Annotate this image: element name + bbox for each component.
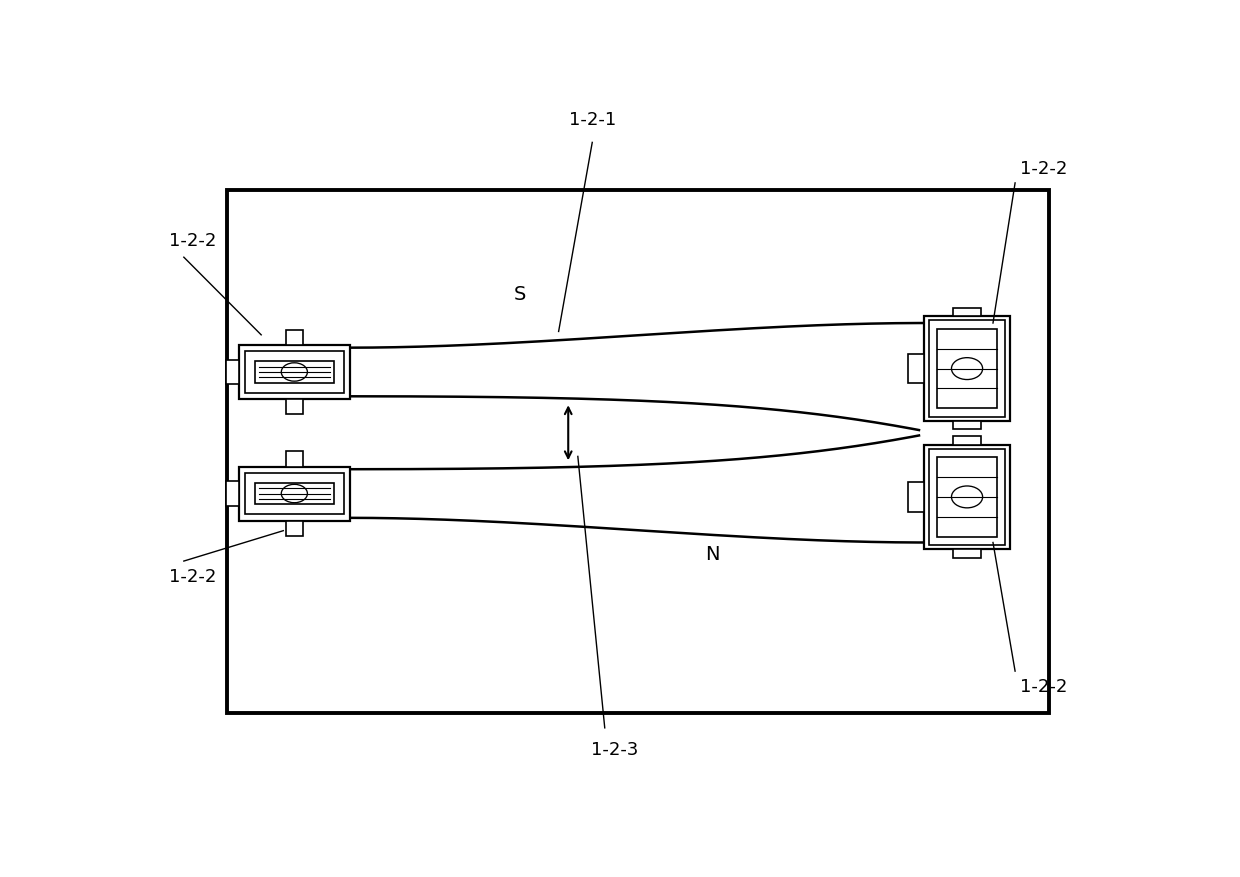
Text: 1-2-2: 1-2-2 bbox=[170, 232, 217, 251]
Bar bbox=[254, 361, 334, 382]
Text: 1-2-2: 1-2-2 bbox=[170, 567, 217, 586]
Circle shape bbox=[951, 486, 982, 508]
Bar bbox=[954, 421, 981, 430]
Bar bbox=[244, 473, 343, 514]
Bar bbox=[285, 399, 304, 414]
Bar bbox=[929, 320, 1006, 417]
Bar bbox=[936, 329, 997, 409]
Bar bbox=[929, 449, 1006, 545]
Bar bbox=[285, 521, 304, 536]
Bar bbox=[924, 317, 1011, 421]
Bar bbox=[924, 445, 1011, 549]
Bar bbox=[954, 436, 981, 445]
Bar bbox=[285, 330, 304, 345]
Bar bbox=[908, 482, 924, 511]
Bar bbox=[239, 467, 350, 521]
Text: 1-2-2: 1-2-2 bbox=[1019, 678, 1068, 695]
Bar bbox=[285, 452, 304, 467]
Text: S: S bbox=[515, 285, 526, 303]
Circle shape bbox=[281, 484, 308, 503]
Text: 1-2-1: 1-2-1 bbox=[569, 111, 616, 129]
Bar bbox=[226, 481, 239, 506]
Bar bbox=[936, 457, 997, 537]
Text: 1-2-3: 1-2-3 bbox=[590, 741, 639, 759]
Bar bbox=[226, 360, 239, 384]
Circle shape bbox=[281, 363, 308, 381]
Bar bbox=[954, 308, 981, 317]
Circle shape bbox=[951, 358, 982, 380]
Bar bbox=[908, 354, 924, 383]
Bar bbox=[227, 189, 1049, 713]
Bar bbox=[254, 482, 334, 504]
Bar bbox=[954, 549, 981, 558]
Bar bbox=[239, 345, 350, 399]
Text: 1-2-2: 1-2-2 bbox=[1019, 160, 1068, 178]
Bar bbox=[244, 352, 343, 393]
Text: N: N bbox=[706, 545, 719, 564]
